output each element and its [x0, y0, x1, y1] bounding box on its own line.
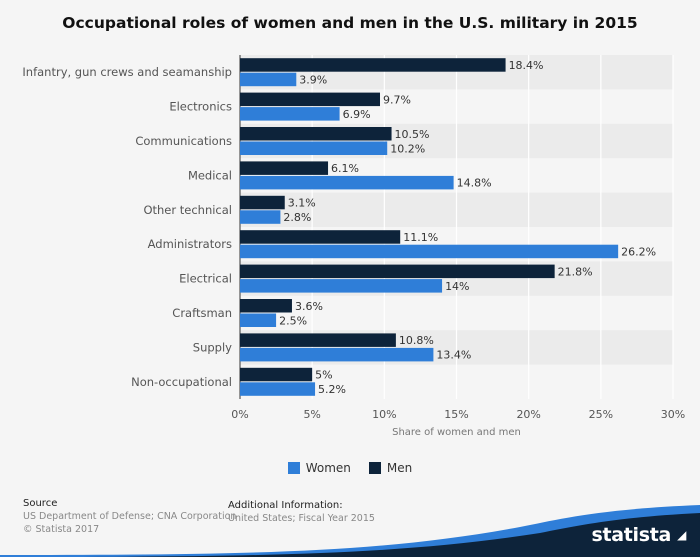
additional-info-heading: Additional Information: [228, 500, 343, 511]
bar-men [240, 58, 506, 72]
data-label-men: 3.1% [288, 197, 316, 210]
data-label-women: 14% [445, 280, 469, 293]
bar-men [240, 367, 313, 382]
bar-women [240, 175, 454, 190]
bar-men [240, 92, 381, 107]
bar-women [240, 382, 316, 396]
bar-women [240, 279, 443, 293]
data-label-women: 5.2% [318, 383, 346, 396]
data-label-women: 2.5% [279, 314, 307, 327]
bar-women [240, 347, 434, 362]
bar-women [240, 141, 388, 155]
data-label-men: 3.6% [295, 300, 323, 313]
legend-item-women[interactable]: Women [287, 461, 351, 475]
x-tick-label: 30% [661, 408, 685, 421]
x-tick-label: 5% [303, 408, 320, 421]
data-label-men: 6.1% [331, 162, 359, 175]
legend-item-men[interactable]: Men [368, 461, 413, 475]
data-label-women: 2.8% [283, 211, 311, 224]
brand-wave [0, 505, 700, 557]
brand-name: statista [591, 524, 672, 546]
bar-men [240, 264, 555, 279]
data-label-men: 21.8% [558, 265, 593, 278]
bar-women [240, 210, 281, 224]
data-label-women: 14.8% [457, 177, 492, 190]
bar-men [240, 195, 285, 210]
legend-swatch-men [368, 462, 381, 474]
bar-men [240, 230, 401, 244]
source-text[interactable]: US Department of Defense; CNA Corporatio… [23, 511, 237, 522]
arrow-icon: ◢ [677, 528, 686, 542]
data-label-men: 10.5% [395, 128, 430, 141]
statista-logo[interactable]: statista ◢ [591, 524, 686, 546]
data-label-men: 18.4% [509, 59, 544, 72]
bar-men [240, 333, 396, 347]
data-label-women: 10.2% [390, 142, 425, 155]
legend-label-men: Men [386, 461, 413, 475]
data-label-men: 11.1% [403, 231, 438, 244]
category-label: Other technical [143, 203, 232, 217]
data-label-men: 10.8% [399, 334, 434, 347]
data-label-women: 6.9% [343, 108, 371, 121]
x-tick-label: 25% [589, 408, 613, 421]
x-tick-label: 10% [372, 408, 396, 421]
data-label-men: 5% [315, 369, 332, 382]
category-label: Non-occupational [131, 375, 232, 389]
additional-info-block: Additional Information: United States; F… [228, 499, 375, 525]
bar-men [240, 161, 329, 175]
copyright-text: © Statista 2017 [23, 524, 100, 535]
bar-chart: Infantry, gun crews and seamanship 18.4% 3… [22, 55, 685, 438]
source-heading: Source [23, 498, 58, 509]
bar-women [240, 72, 297, 87]
additional-info-text: United States; Fiscal Year 2015 [228, 513, 375, 524]
category-label: Electrical [179, 272, 232, 286]
x-tick-label: 15% [444, 408, 468, 421]
legend-swatch-women [287, 462, 300, 474]
chart-title: Occupational roles of women and men in t… [62, 14, 638, 32]
data-label-women: 26.2% [621, 245, 656, 258]
legend-label-women: Women [305, 461, 351, 475]
data-label-men: 9.7% [383, 93, 411, 106]
bar-women [240, 107, 340, 121]
source-block: Source US Department of Defense; CNA Cor… [23, 497, 236, 536]
bar-men [240, 127, 392, 141]
category-label: Craftsman [172, 306, 232, 320]
category-label: Infantry, gun crews and seamanship [22, 65, 232, 79]
bar-men [240, 299, 292, 313]
data-label-women: 13.4% [436, 349, 471, 362]
x-tick-label: 0% [231, 408, 248, 421]
category-label: Administrators [148, 237, 232, 251]
category-label: Electronics [169, 100, 232, 114]
category-label: Communications [135, 134, 232, 148]
legend: Women Men [0, 461, 700, 475]
bar-women [240, 313, 277, 327]
data-label-women: 3.9% [299, 73, 327, 86]
category-label: Supply [193, 340, 232, 354]
x-tick-label: 20% [516, 408, 540, 421]
category-label: Medical [188, 168, 232, 182]
bar-women [240, 244, 619, 259]
x-axis-title: Share of women and men [392, 427, 521, 438]
